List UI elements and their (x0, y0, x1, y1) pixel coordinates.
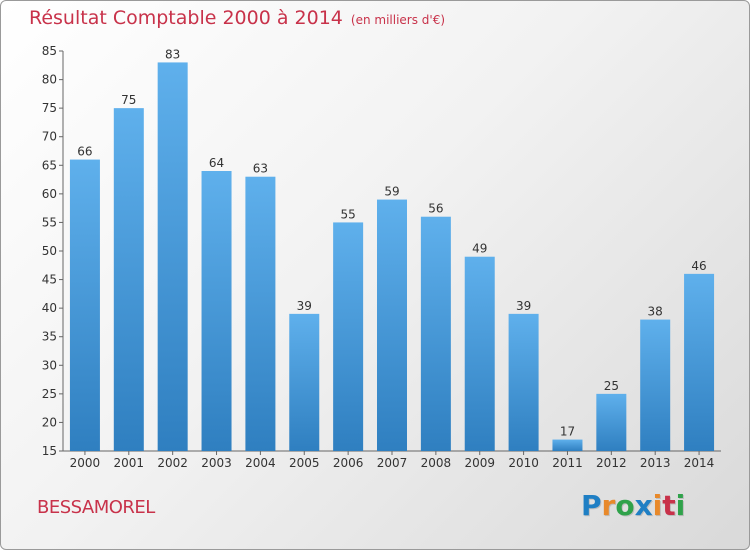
y-tick-label: 30 (42, 358, 57, 372)
y-tick-label: 70 (42, 130, 57, 144)
y-tick-label: 80 (42, 73, 57, 87)
x-tick-label: 2009 (464, 456, 495, 470)
x-tick-label: 2010 (508, 456, 539, 470)
bar-2006 (333, 222, 364, 451)
logo-letter: P (581, 489, 602, 522)
x-tick-label: 2006 (333, 456, 364, 470)
bar-2014 (684, 273, 715, 451)
x-tick-label: 2007 (377, 456, 408, 470)
proxiti-logo: Proxiti (581, 489, 685, 522)
data-label: 56 (428, 202, 443, 216)
data-label: 25 (604, 379, 619, 393)
bar-2012 (596, 393, 627, 451)
x-tick-label: 2000 (70, 456, 101, 470)
x-tick-label: 2004 (245, 456, 276, 470)
x-tick-label: 2014 (684, 456, 715, 470)
y-tick-label: 75 (42, 101, 57, 115)
bar-2010 (508, 313, 539, 451)
bar-2000 (69, 159, 100, 452)
y-tick-label: 40 (42, 301, 57, 315)
data-label: 39 (516, 299, 531, 313)
bar-2008 (420, 216, 451, 451)
x-tick-label: 2002 (157, 456, 188, 470)
data-label: 66 (77, 145, 92, 159)
data-label: 59 (384, 185, 399, 199)
bar-2001 (113, 108, 144, 452)
y-tick-label: 65 (42, 158, 57, 172)
data-label: 63 (253, 162, 268, 176)
bar-2002 (157, 62, 188, 452)
commune-name: BESSAMOREL (37, 497, 155, 518)
logo-letter: r (601, 489, 616, 522)
title-text: Résultat Comptable 2000 à 2014 (29, 7, 343, 29)
data-label: 75 (121, 93, 136, 107)
y-tick-label: 20 (42, 415, 57, 429)
x-tick-label: 2001 (114, 456, 145, 470)
x-tick-label: 2011 (552, 456, 583, 470)
y-tick-label: 50 (42, 244, 57, 258)
y-tick-label: 35 (42, 330, 57, 344)
x-tick-label: 2003 (201, 456, 232, 470)
data-label: 38 (648, 305, 663, 319)
unit-text: (en milliers d'€) (350, 13, 446, 27)
data-label: 46 (691, 259, 706, 273)
y-tick-label: 55 (42, 215, 57, 229)
data-label: 39 (297, 299, 312, 313)
logo-letter: o (615, 489, 635, 522)
logo-letter: i (675, 489, 686, 522)
y-tick-label: 60 (42, 187, 57, 201)
y-tick-label: 45 (42, 273, 57, 287)
logo-letter: x (634, 489, 653, 522)
x-tick-label: 2005 (289, 456, 320, 470)
chart-title: Résultat Comptable 2000 à 2014 (en millie… (29, 7, 445, 29)
logo-letter: t (662, 489, 676, 522)
x-tick-label: 2008 (421, 456, 452, 470)
bars: 66 75 83 64 63 39 55 59 56 49 39 17 25 38 46 (69, 47, 715, 452)
data-label: 83 (165, 47, 180, 61)
data-label: 17 (560, 425, 575, 439)
bar-2013 (640, 319, 671, 451)
x-tick-label: 2013 (640, 456, 671, 470)
y-tick-label: 15 (42, 444, 57, 458)
bar-2004 (245, 176, 276, 451)
bar-2005 (289, 313, 320, 451)
y-tick-label: 25 (42, 387, 57, 401)
y-tick-label: 85 (42, 44, 57, 58)
data-label: 64 (209, 156, 224, 170)
data-label: 55 (340, 207, 355, 221)
data-label: 49 (472, 242, 487, 256)
bar-2009 (464, 256, 495, 451)
bar-2011 (552, 439, 583, 451)
x-tick-label: 2012 (596, 456, 627, 470)
logo-letter: i (652, 489, 663, 522)
bar-2007 (377, 199, 407, 451)
bar-2003 (201, 171, 232, 451)
